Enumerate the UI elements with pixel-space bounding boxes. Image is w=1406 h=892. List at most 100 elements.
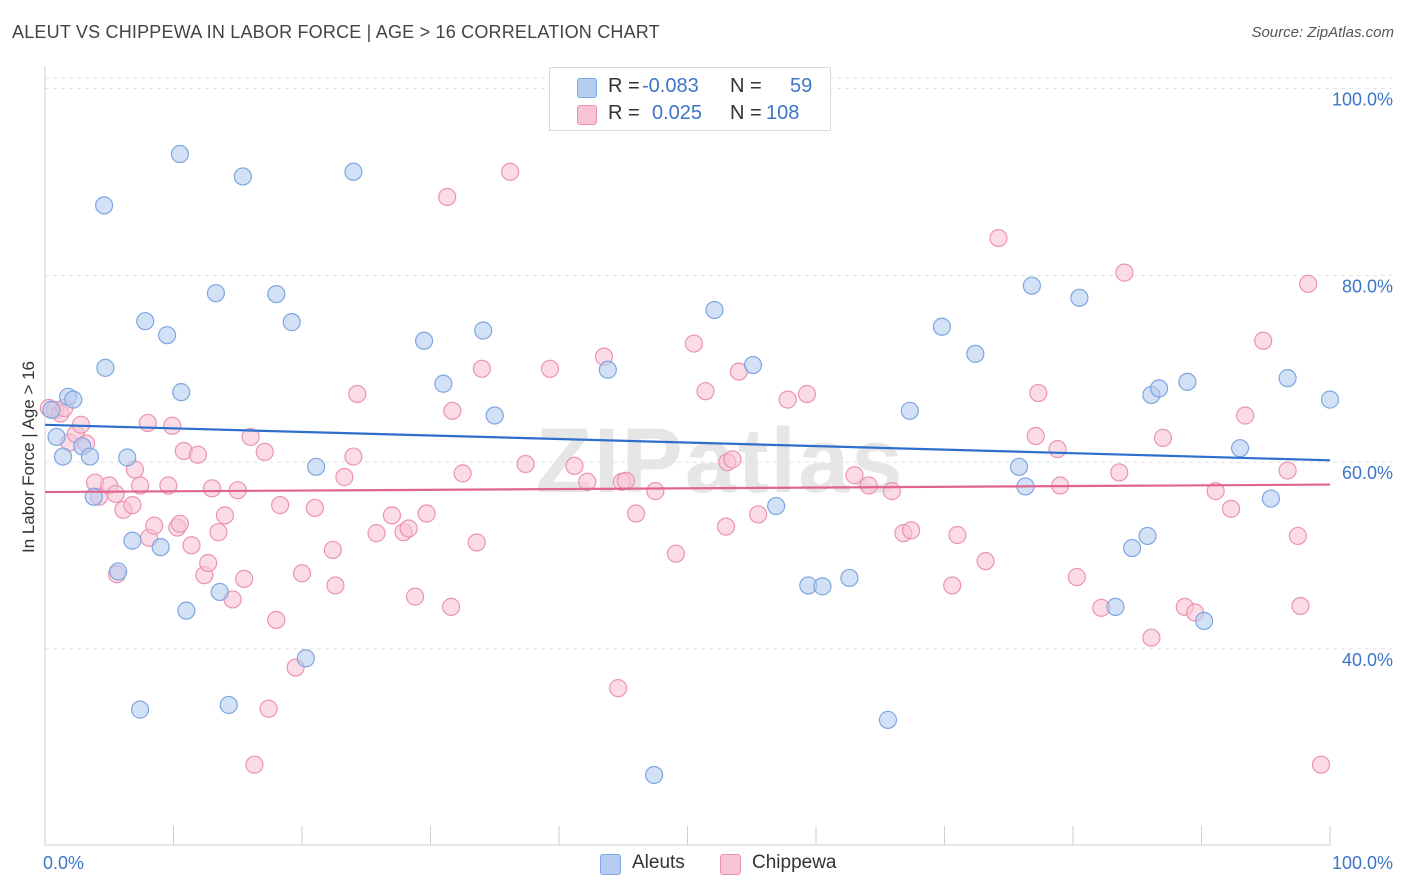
aleut-point xyxy=(210,582,229,602)
aleut-point xyxy=(233,167,252,186)
chippewa-point xyxy=(778,390,797,409)
chippewa-point xyxy=(255,442,274,461)
n-value: 59 xyxy=(790,75,813,97)
chippewa-point xyxy=(367,524,386,543)
chippewa-point xyxy=(344,447,363,466)
chippewa-point xyxy=(417,504,436,523)
chippewa-point xyxy=(859,476,878,495)
chippewa-point xyxy=(901,521,921,540)
chart-title: ALEUT VS CHIPPEWA IN LABOR FORCE | AGE >… xyxy=(12,22,660,42)
chippewa-point xyxy=(578,472,597,491)
y-tick-label: 60.0% xyxy=(1342,463,1393,483)
chippewa-point xyxy=(1048,439,1067,459)
chippewa-point xyxy=(666,544,686,563)
chippewa-point xyxy=(1029,383,1048,403)
chippewa-swatch xyxy=(577,105,597,125)
trend-lines xyxy=(44,423,1331,494)
chippewa-point xyxy=(516,454,535,474)
source-label: Source: ZipAtlas.com xyxy=(1251,24,1394,41)
chippewa-point xyxy=(163,416,182,435)
aleut-point xyxy=(878,710,898,729)
aleut-point xyxy=(123,531,142,550)
aleut-point xyxy=(53,447,73,466)
chippewa-point xyxy=(259,699,278,718)
chippewa-point xyxy=(472,359,491,378)
aleut-point xyxy=(118,448,137,467)
chippewa-point xyxy=(170,514,190,533)
aleut-point xyxy=(296,649,315,668)
aleut-point xyxy=(1070,288,1089,307)
aleut-point xyxy=(1009,457,1029,476)
chippewa-point xyxy=(646,482,665,501)
chippewa-point xyxy=(716,517,736,536)
aleut-point xyxy=(219,695,238,715)
aleut-point xyxy=(282,313,301,332)
aleut-point xyxy=(136,312,155,331)
axes xyxy=(44,66,1331,846)
n-value: 108 xyxy=(766,102,800,124)
chippewa-point xyxy=(241,427,260,447)
aleut-point xyxy=(966,344,985,363)
chippewa-point xyxy=(271,496,290,515)
chippewa-trend-line xyxy=(44,483,1331,494)
r-value: 0.025 xyxy=(652,102,703,124)
chippewa-point xyxy=(1278,461,1297,480)
chippewa-label: Chippewa xyxy=(752,852,837,873)
aleut-point xyxy=(206,284,226,303)
aleut-point xyxy=(1106,597,1125,616)
chippewa-point xyxy=(616,471,635,490)
chippewa-point xyxy=(267,610,286,630)
chippewa-point xyxy=(1067,567,1086,587)
chippewa-point xyxy=(609,679,628,698)
aleut-point xyxy=(42,400,61,419)
aleut-point xyxy=(813,577,832,596)
chippewa-point xyxy=(182,536,201,555)
chippewa-point xyxy=(130,476,150,495)
chippewa-point xyxy=(989,228,1008,248)
chippewa-point xyxy=(797,384,817,404)
x-tick-label: 0.0% xyxy=(43,853,84,873)
chippewa-point xyxy=(1221,499,1241,518)
chippewa-point xyxy=(399,519,418,538)
chippewa-point xyxy=(1110,463,1129,482)
aleut-point xyxy=(96,358,115,377)
aleut-point xyxy=(1320,390,1340,409)
chippewa-point xyxy=(723,450,742,469)
aleut-point xyxy=(1178,372,1197,391)
chippewa-point xyxy=(235,569,254,588)
chippewa-point xyxy=(159,476,178,495)
aleut-point xyxy=(767,496,786,516)
aleut-point xyxy=(705,300,724,320)
r-value: -0.083 xyxy=(642,75,699,97)
chippewa-point xyxy=(326,576,345,595)
chippewa-point xyxy=(1311,755,1331,774)
n-label: N = xyxy=(730,75,762,97)
r-label: R = xyxy=(608,102,640,124)
aleut-point xyxy=(1123,538,1142,558)
chippewa-swatch xyxy=(720,854,741,875)
chippewa-point xyxy=(209,523,228,542)
chippewa-point xyxy=(443,401,462,420)
r-label: R = xyxy=(608,75,640,97)
aleuts-swatch xyxy=(577,78,597,98)
aleut-trend-line xyxy=(44,423,1331,462)
aleut-point xyxy=(1138,526,1157,546)
grid-lines xyxy=(45,77,1392,650)
chippewa-point xyxy=(323,540,342,560)
aleuts-label: Aleuts xyxy=(632,852,685,873)
aleut-point xyxy=(1149,379,1169,398)
y-axis-label: In Labor Force | Age > 16 xyxy=(19,361,38,553)
chippewa-point xyxy=(441,597,461,616)
aleut-point xyxy=(64,390,83,409)
chippewa-point xyxy=(292,564,312,583)
legend-row-chippewa: R = 0.025 N = 108 xyxy=(550,102,830,126)
chippewa-point xyxy=(684,334,704,353)
aleut-point xyxy=(598,360,617,379)
aleut-point xyxy=(177,601,196,620)
aleut-point xyxy=(900,401,919,420)
chippewa-point xyxy=(453,464,472,483)
aleut-point xyxy=(151,538,170,557)
chippewa-point xyxy=(245,755,264,774)
chippewa-point xyxy=(540,359,560,378)
